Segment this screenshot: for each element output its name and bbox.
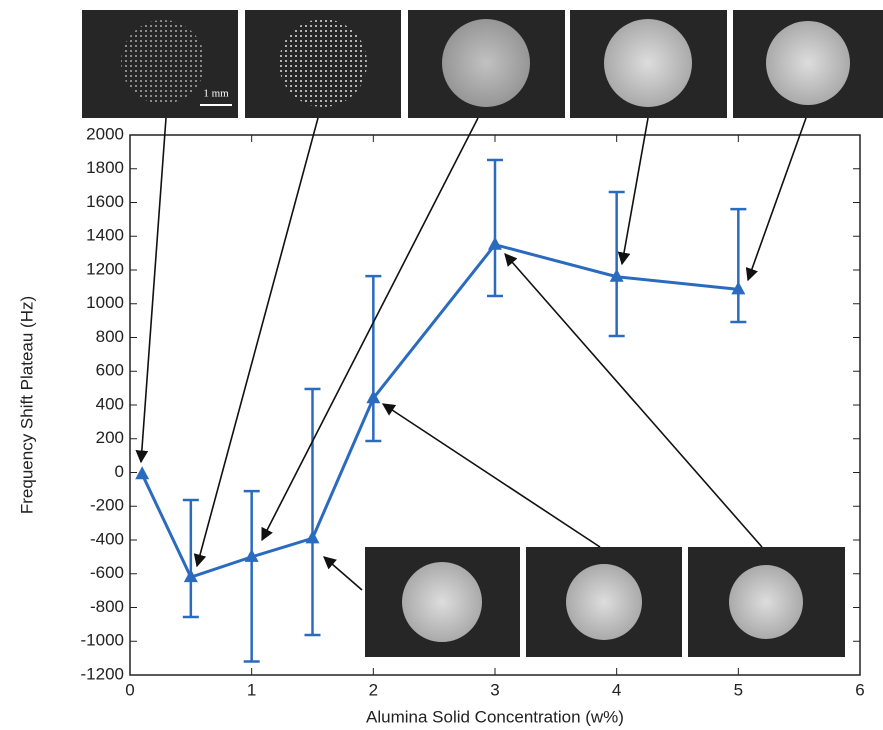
chart: 1 mm -1200-1000-800-600-400-200020040060…	[0, 0, 883, 730]
bottom-images	[365, 547, 845, 657]
arrows	[141, 118, 806, 590]
error-bar	[244, 491, 260, 661]
point-marker	[135, 466, 149, 479]
y-tick-label: -1000	[81, 631, 124, 650]
error-bar	[487, 160, 503, 296]
error-bar	[305, 389, 321, 635]
x-tick-label: 0	[125, 680, 134, 699]
y-tick-label: 200	[96, 428, 124, 447]
error-bar	[730, 209, 746, 322]
error-bar	[365, 276, 381, 441]
y-tick-label: -200	[90, 496, 124, 515]
y-tick-label: 600	[96, 361, 124, 380]
y-tick-label: 400	[96, 394, 124, 413]
y-tick-label: 800	[96, 327, 124, 346]
x-tick-label: 3	[490, 680, 499, 699]
y-tick-label: -1200	[81, 664, 124, 683]
scale-bar-label: 1 mm	[203, 88, 229, 100]
y-tick-label: -600	[90, 563, 124, 582]
y-tick-label: 1400	[86, 226, 124, 245]
y-tick-label: -800	[90, 597, 124, 616]
point-marker	[306, 530, 320, 543]
x-tick-label: 5	[734, 680, 743, 699]
y-tick-label: 2000	[86, 124, 124, 143]
x-tick-label: 2	[369, 680, 378, 699]
error-bar	[183, 500, 199, 617]
y-axis-label: Frequency Shift Plateau (Hz)	[17, 296, 36, 514]
x-tick-label: 1	[247, 680, 256, 699]
series-line	[142, 245, 738, 577]
y-tick-label: 0	[115, 462, 124, 481]
x-tick-label: 6	[855, 680, 864, 699]
y-tick-label: 1000	[86, 293, 124, 312]
point-marker	[488, 237, 502, 250]
y-tick-label: 1200	[86, 259, 124, 278]
y-tick-label: 1800	[86, 158, 124, 177]
x-axis-label: Alumina Solid Concentration (w%)	[366, 707, 624, 726]
y-tick-label: 1600	[86, 192, 124, 211]
top-images: 1 mm	[82, 10, 883, 118]
y-tick-label: -400	[90, 529, 124, 548]
x-tick-label: 4	[612, 680, 621, 699]
